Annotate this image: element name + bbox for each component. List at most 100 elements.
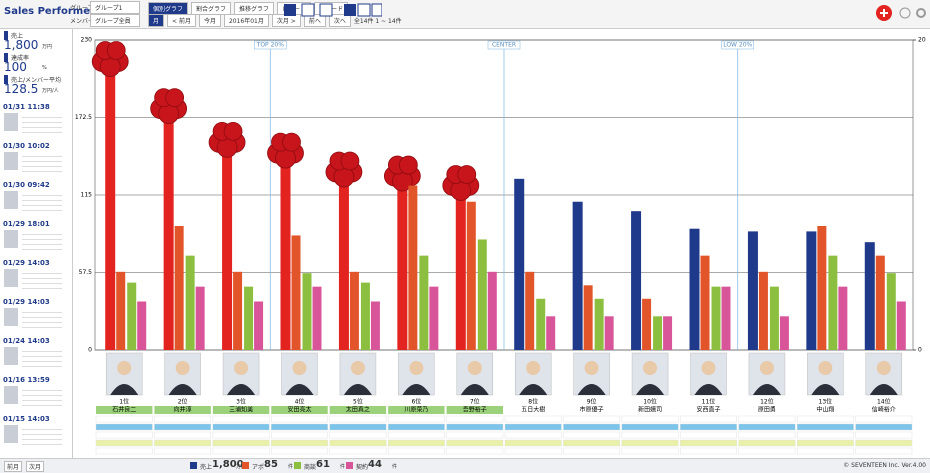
- feed-lines: [22, 269, 62, 293]
- table-strip: [212, 431, 270, 439]
- stat-label: 売上: [4, 31, 23, 40]
- rose: [223, 121, 243, 141]
- marker-label: TOP 20%: [256, 42, 285, 49]
- table-strip: [855, 431, 913, 439]
- bar: [487, 271, 497, 350]
- photo-suit: [110, 384, 139, 395]
- table-strip: [680, 439, 737, 447]
- prev[interactable]: < 前月: [167, 14, 196, 27]
- feed-photo: [4, 347, 18, 365]
- table-strip: [621, 415, 679, 423]
- feed-photo: [4, 308, 18, 326]
- table-strip: [446, 415, 504, 423]
- photo-suit: [402, 384, 431, 395]
- unit[interactable]: 月: [148, 14, 165, 27]
- table-strip: [504, 431, 562, 439]
- sidebar: 売上 1,800 万円 達成率 100% 売上/メンバー平均 128.5 万円/人 01/31 …: [0, 29, 73, 458]
- feed-photo: [4, 269, 18, 287]
- bar: [806, 231, 817, 350]
- table-strip: [680, 415, 737, 423]
- y-tick-label: 115: [81, 192, 93, 199]
- bar: [338, 164, 349, 350]
- bar: [721, 286, 731, 350]
- table-strip: [738, 431, 796, 439]
- total-value: 61: [316, 459, 330, 470]
- current[interactable]: 今月: [198, 14, 221, 27]
- page-prev[interactable]: 前へ: [303, 14, 326, 27]
- bar: [195, 286, 205, 350]
- table-strip: [271, 439, 328, 447]
- bar: [233, 271, 243, 350]
- bar: [302, 273, 312, 350]
- bar: [370, 301, 380, 350]
- photo-suit: [694, 384, 723, 395]
- table-strip: [855, 439, 913, 447]
- bar: [536, 298, 546, 350]
- bar: [700, 255, 710, 350]
- bar: [116, 271, 126, 350]
- table-strip: [563, 415, 621, 423]
- table-strip: [271, 447, 328, 455]
- table-strip: [212, 447, 270, 455]
- photo-suit: [636, 384, 665, 395]
- table-strip: [738, 439, 796, 447]
- table-strip: [95, 415, 153, 423]
- group-label: グループ: [70, 5, 94, 12]
- table-strip: [95, 439, 153, 447]
- stat-unit: 万円/人: [42, 88, 59, 94]
- bar: [838, 286, 848, 350]
- bar: [244, 286, 254, 350]
- name-cell: [680, 406, 737, 414]
- photo-face: [526, 361, 541, 375]
- member-name: 三浦知美: [229, 406, 253, 414]
- bar: [419, 255, 429, 350]
- top-actions[interactable]: [874, 3, 928, 23]
- legend-swatch: [190, 462, 197, 469]
- member-select[interactable]: グループ全員: [90, 14, 140, 27]
- table-strip: [446, 431, 504, 439]
- table-strip: [796, 431, 854, 439]
- table-strip: [563, 447, 621, 455]
- period-bar: 月 < 前月 今月 2016年01月 次月 > 前へ 次へ 全14件 1 ~ 14件: [148, 14, 402, 27]
- group-select[interactable]: グループ1: [90, 1, 140, 14]
- table-strip: [212, 415, 270, 423]
- toolbar: Sales Performer グループ グループ1 メンバー グループ全員 個…: [0, 0, 930, 29]
- rank: 13位: [819, 398, 833, 406]
- total-value: 1,800: [212, 459, 244, 470]
- table-strip: [796, 447, 854, 455]
- view-icons[interactable]: [282, 2, 382, 18]
- photo-face: [175, 361, 190, 375]
- photo-face: [818, 361, 833, 375]
- table-strip: [504, 415, 562, 423]
- member-name: 太田真之: [346, 406, 370, 414]
- bar: [127, 282, 137, 350]
- table-strip: [680, 423, 737, 431]
- table-strip: [271, 423, 328, 431]
- total-label: 契約: [356, 464, 369, 471]
- total-label: 商談: [304, 464, 317, 471]
- photo-face: [117, 361, 132, 375]
- member-name: 安西直子: [696, 406, 720, 414]
- y2-tick-label: 20: [918, 37, 926, 44]
- page-next[interactable]: 次へ: [328, 14, 351, 27]
- bar: [455, 177, 466, 350]
- name-cell: [96, 406, 153, 414]
- bar: [546, 316, 556, 350]
- legend-swatch: [294, 462, 301, 469]
- footer-button[interactable]: 次月: [26, 461, 45, 472]
- rank: 9位: [587, 398, 597, 406]
- photo-face: [350, 361, 365, 375]
- bar: [631, 211, 642, 350]
- table-strip: [329, 415, 387, 423]
- table-strip: [796, 423, 854, 431]
- footer-button[interactable]: 前月: [4, 461, 23, 472]
- bar: [514, 178, 525, 350]
- stat-unit: %: [42, 65, 47, 71]
- member-name: 向井淳: [174, 406, 192, 414]
- app-name: Sales Performer: [4, 6, 95, 17]
- period[interactable]: 2016年01月: [223, 14, 269, 27]
- photo-suit: [168, 384, 197, 395]
- table-strip: [154, 439, 212, 447]
- table-strip: [504, 423, 562, 431]
- bar: [758, 271, 768, 350]
